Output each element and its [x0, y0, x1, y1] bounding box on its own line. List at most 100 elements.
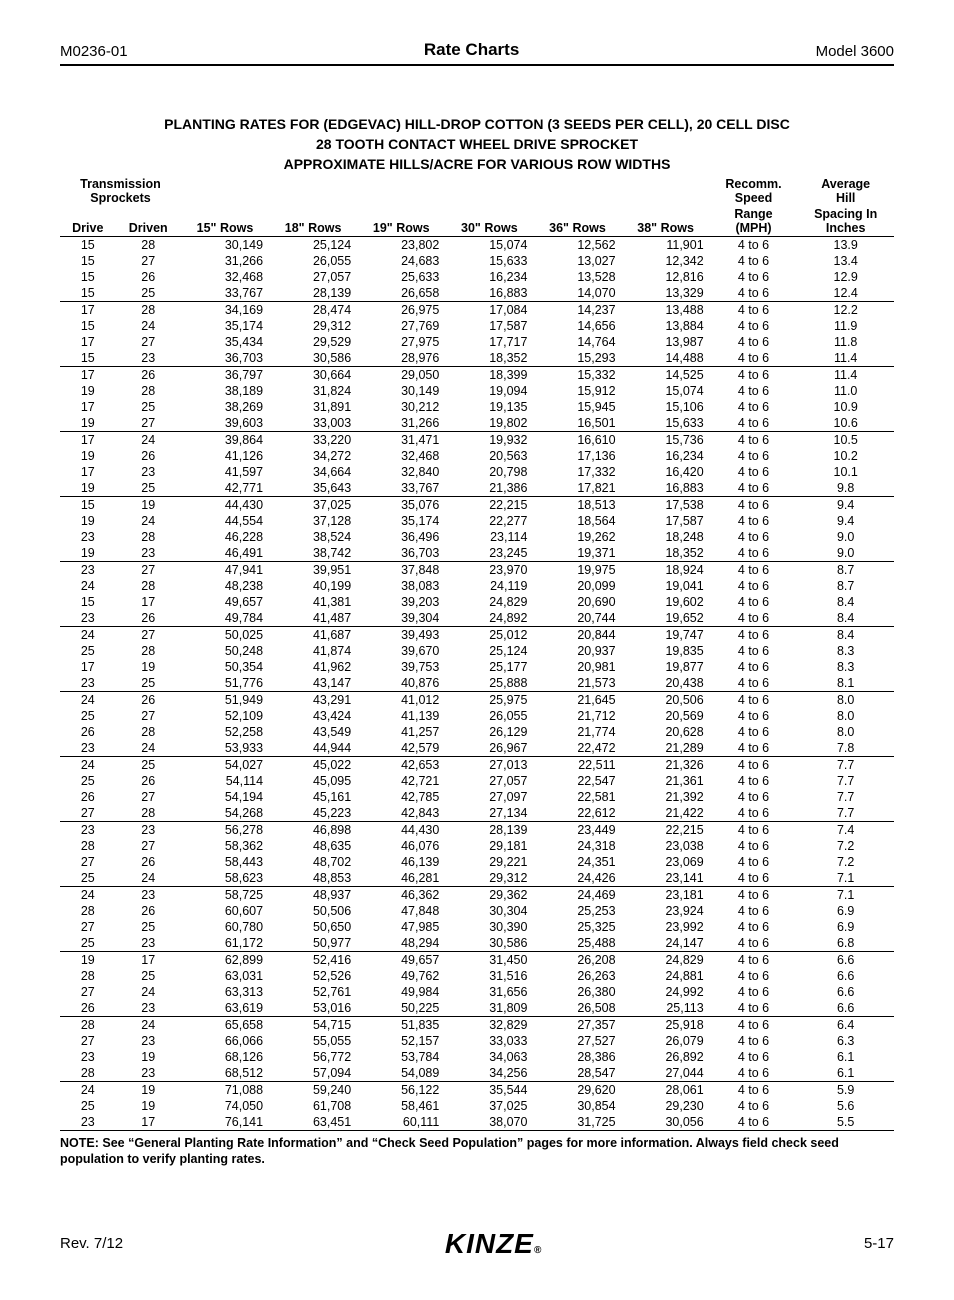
table-cell: 6.9 — [797, 919, 894, 935]
table-row: 172439,86433,22031,47119,93216,61015,736… — [60, 432, 894, 449]
table-cell: 24 — [116, 740, 181, 757]
table-cell: 4 to 6 — [710, 367, 798, 384]
header-right: Model 3600 — [816, 43, 894, 60]
table-cell: 38,524 — [269, 529, 357, 545]
table-cell: 9.8 — [797, 480, 894, 497]
table-cell: 18,399 — [445, 367, 533, 384]
table-row: 192346,49138,74236,70323,24519,37118,352… — [60, 545, 894, 562]
table-cell: 43,291 — [269, 692, 357, 709]
table-row: 152731,26626,05524,68315,63313,02712,342… — [60, 253, 894, 269]
table-cell: 30,149 — [181, 237, 269, 254]
table-cell: 13,488 — [622, 302, 710, 319]
table-cell: 22,277 — [445, 513, 533, 529]
table-cell: 8.4 — [797, 610, 894, 627]
table-cell: 45,223 — [269, 805, 357, 822]
table-cell: 23 — [60, 1114, 116, 1131]
table-cell: 4 to 6 — [710, 562, 798, 579]
table-cell: 22,215 — [622, 822, 710, 839]
table-cell: 25,633 — [357, 269, 445, 285]
col-sp-3: Spacing In — [803, 207, 888, 221]
table-row: 192542,77135,64333,76721,38617,82116,883… — [60, 480, 894, 497]
table-cell: 26 — [60, 1000, 116, 1017]
table-cell: 25 — [116, 919, 181, 935]
table-cell: 15,633 — [622, 415, 710, 432]
table-cell: 21,386 — [445, 480, 533, 497]
table-cell: 9.0 — [797, 529, 894, 545]
table-cell: 19,975 — [533, 562, 621, 579]
table-cell: 48,635 — [269, 838, 357, 854]
table-cell: 29,620 — [533, 1082, 621, 1099]
table-row: 152533,76728,13926,65816,88314,07013,329… — [60, 285, 894, 302]
table-cell: 4 to 6 — [710, 578, 798, 594]
table-cell: 15,332 — [533, 367, 621, 384]
table-cell: 27 — [60, 805, 116, 822]
table-cell: 58,443 — [181, 854, 269, 870]
table-cell: 4 to 6 — [710, 1000, 798, 1017]
table-cell: 46,281 — [357, 870, 445, 887]
table-cell: 4 to 6 — [710, 1033, 798, 1049]
table-cell: 24 — [60, 692, 116, 709]
table-cell: 47,848 — [357, 903, 445, 919]
table-cell: 4 to 6 — [710, 497, 798, 514]
table-cell: 24,318 — [533, 838, 621, 854]
table-cell: 33,003 — [269, 415, 357, 432]
table-cell: 29,230 — [622, 1098, 710, 1114]
table-cell: 29,181 — [445, 838, 533, 854]
table-cell: 29,362 — [445, 887, 533, 904]
table-cell: 45,022 — [269, 757, 357, 774]
table-cell: 24 — [116, 984, 181, 1000]
table-cell: 23 — [60, 610, 116, 627]
table-cell: 26 — [116, 367, 181, 384]
table-cell: 13.9 — [797, 237, 894, 254]
table-title-3: APPROXIMATE HILLS/ACRE FOR VARIOUS ROW W… — [60, 156, 894, 172]
table-cell: 32,829 — [445, 1017, 533, 1034]
table-cell: 15,633 — [445, 253, 533, 269]
table-cell: 35,174 — [181, 318, 269, 334]
table-cell: 6.1 — [797, 1065, 894, 1082]
table-cell: 38,269 — [181, 399, 269, 415]
table-cell: 24 — [60, 887, 116, 904]
table-cell: 47,941 — [181, 562, 269, 579]
table-cell: 24 — [60, 578, 116, 594]
table-row: 152336,70330,58628,97618,35215,29314,488… — [60, 350, 894, 367]
table-cell: 22,511 — [533, 757, 621, 774]
table-row: 272854,26845,22342,84327,13422,61221,422… — [60, 805, 894, 822]
table-cell: 19 — [116, 497, 181, 514]
table-row: 242750,02541,68739,49325,01220,84419,747… — [60, 627, 894, 644]
table-cell: 34,272 — [269, 448, 357, 464]
table-cell: 18,352 — [445, 350, 533, 367]
table-cell: 49,657 — [181, 594, 269, 610]
table-cell: 48,294 — [357, 935, 445, 952]
table-cell: 17 — [60, 464, 116, 480]
table-cell: 76,141 — [181, 1114, 269, 1131]
table-cell: 4 to 6 — [710, 968, 798, 984]
table-cell: 8.0 — [797, 724, 894, 740]
footer-right: 5-17 — [864, 1235, 894, 1252]
table-cell: 30,056 — [622, 1114, 710, 1131]
table-cell: 4 to 6 — [710, 724, 798, 740]
table-cell: 10.9 — [797, 399, 894, 415]
table-cell: 16,883 — [622, 480, 710, 497]
table-cell: 4 to 6 — [710, 269, 798, 285]
table-cell: 27,057 — [269, 269, 357, 285]
table-row: 242848,23840,19938,08324,11920,09919,041… — [60, 578, 894, 594]
table-cell: 29,312 — [269, 318, 357, 334]
table-cell: 11.8 — [797, 334, 894, 350]
table-cell: 25,888 — [445, 675, 533, 692]
table-cell: 46,491 — [181, 545, 269, 562]
table-cell: 25 — [116, 285, 181, 302]
table-cell: 21,361 — [622, 773, 710, 789]
table-cell: 8.4 — [797, 627, 894, 644]
table-cell: 74,050 — [181, 1098, 269, 1114]
table-cell: 28 — [60, 903, 116, 919]
table-cell: 4 to 6 — [710, 952, 798, 969]
table-cell: 54,194 — [181, 789, 269, 805]
table-cell: 15 — [60, 594, 116, 610]
table-cell: 20,844 — [533, 627, 621, 644]
table-cell: 58,725 — [181, 887, 269, 904]
table-cell: 17,136 — [533, 448, 621, 464]
table-cell: 46,139 — [357, 854, 445, 870]
table-row: 171950,35441,96239,75325,17720,98119,877… — [60, 659, 894, 675]
table-cell: 6.6 — [797, 968, 894, 984]
table-cell: 23,069 — [622, 854, 710, 870]
